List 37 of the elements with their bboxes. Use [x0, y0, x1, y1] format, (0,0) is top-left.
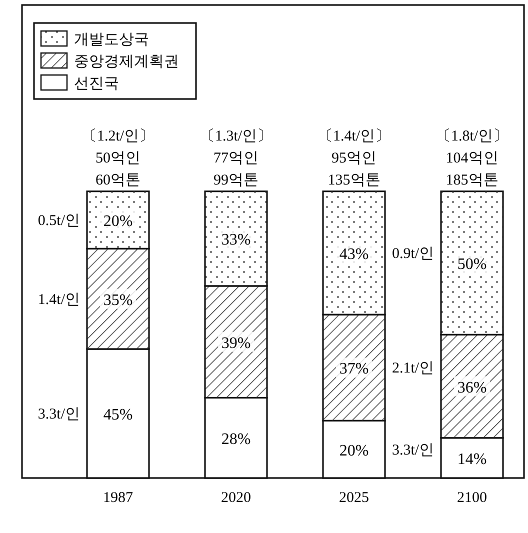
text: 60억톤: [96, 172, 140, 188]
text: 〔1.3t/인〕: [200, 127, 272, 144]
annotation: 1.4t/인: [38, 292, 80, 308]
annotation: 3.3t/인: [38, 406, 80, 422]
annotation: 0.5t/인: [38, 213, 80, 229]
text: 185억톤: [446, 172, 498, 188]
text: 〔1.2t/인〕: [82, 127, 154, 144]
text: 104억인: [446, 150, 498, 166]
annotation: 3.3t/인: [392, 442, 434, 458]
text: 〔1.4t/인〕: [318, 127, 390, 144]
legend-label: 개발도상국: [74, 32, 149, 48]
data-label: 50%: [457, 256, 487, 273]
data-label: 14%: [457, 450, 487, 468]
text: 135억톤: [328, 172, 380, 188]
text: 99억톤: [214, 172, 258, 188]
data-label: 45%: [103, 406, 133, 424]
text: 77억인: [214, 150, 258, 166]
annotation: 0.9t/인: [392, 246, 434, 262]
x-tick-label: 2025: [339, 490, 369, 506]
x-tick-label: 1987: [103, 490, 134, 506]
text: 〔1.8t/인〕: [436, 127, 508, 144]
data-label: 28%: [221, 430, 251, 448]
x-tick-label: 2100: [457, 490, 487, 506]
x-tick-label: 2020: [221, 490, 251, 506]
data-label: 36%: [457, 379, 487, 396]
data-label: 20%: [339, 442, 369, 460]
annotation: 2.1t/인: [392, 360, 434, 377]
data-label: 43%: [339, 246, 369, 263]
data-label: 39%: [221, 334, 251, 352]
data-label: 37%: [339, 360, 369, 378]
data-label: 35%: [103, 292, 133, 309]
text: 50억인: [96, 150, 140, 166]
legend-label: 중앙경제계획권: [74, 54, 179, 70]
text: 95억인: [332, 150, 376, 166]
data-label: 33%: [221, 232, 251, 249]
data-label: 20%: [103, 213, 133, 230]
legend-label: 선진국: [74, 76, 119, 92]
